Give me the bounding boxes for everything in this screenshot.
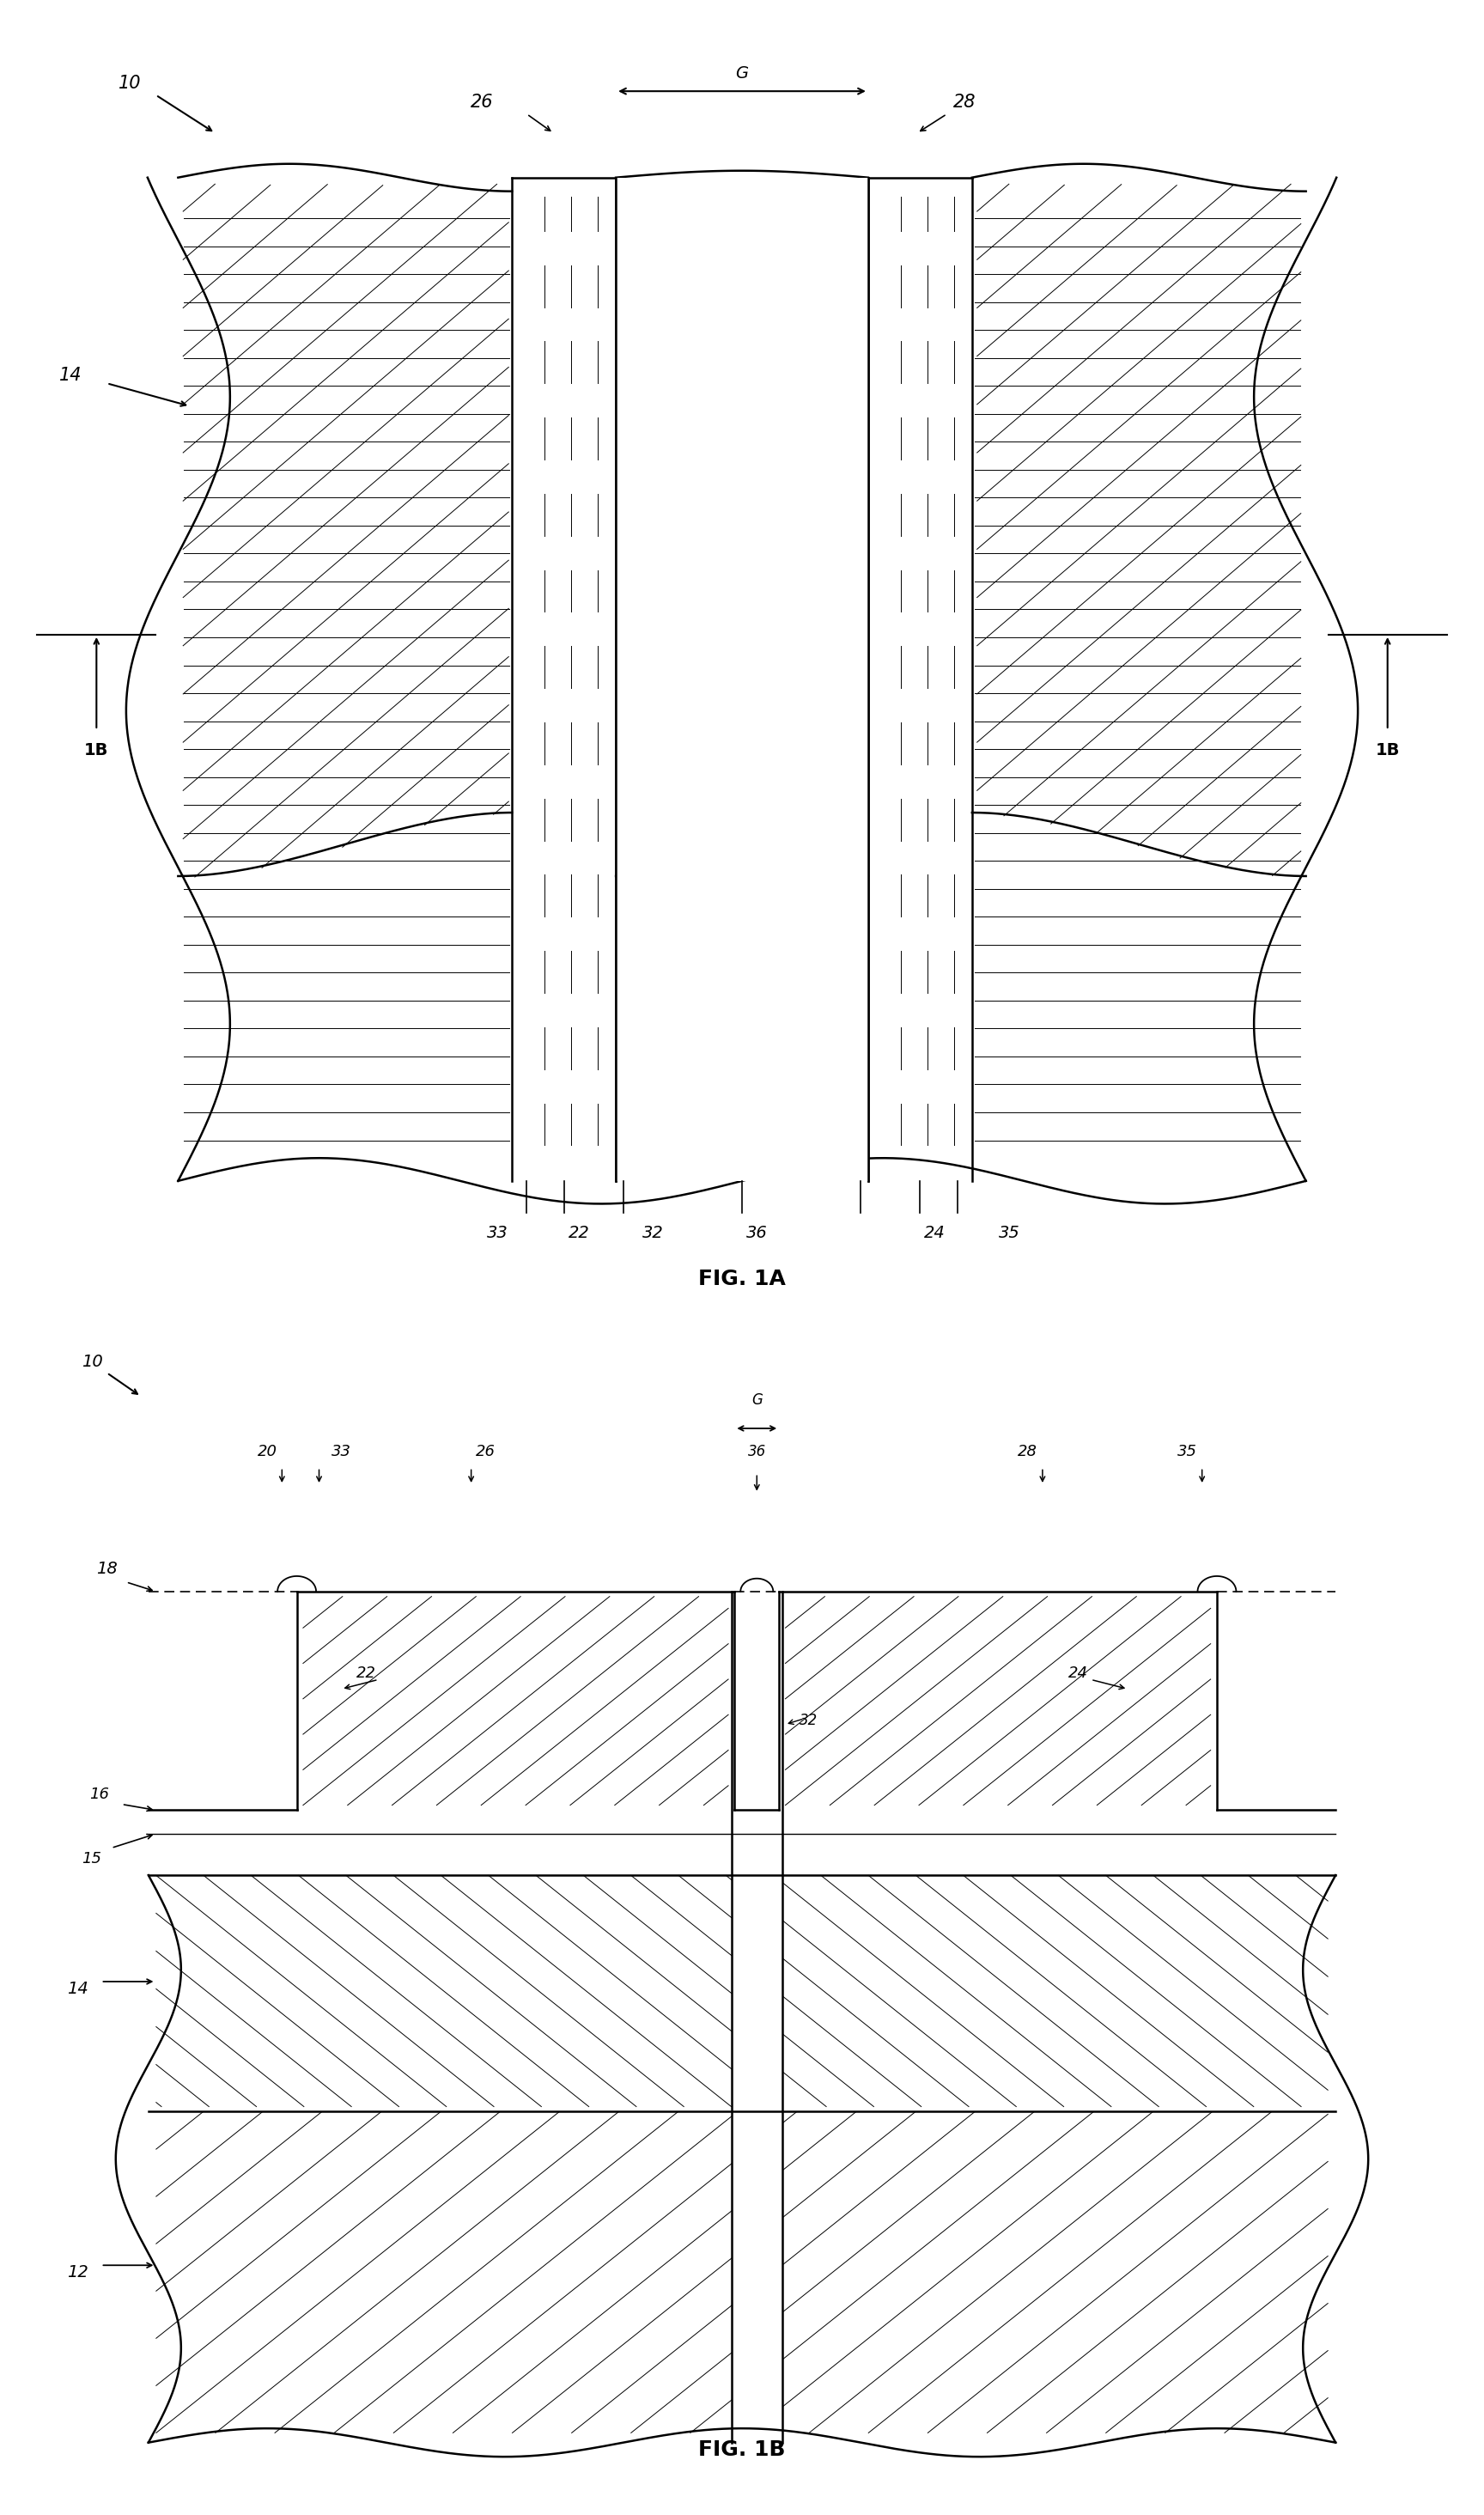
Text: 20: 20 (257, 1444, 278, 1459)
Bar (297, 1592, 735, 1811)
Bar (178, 179, 1306, 1182)
Text: 33: 33 (487, 1225, 508, 1242)
Text: 26: 26 (476, 1444, 496, 1459)
Text: 15: 15 (82, 1851, 101, 1866)
Text: 36: 36 (748, 1444, 766, 1459)
Text: 12: 12 (67, 2264, 88, 2281)
Text: 24: 24 (1068, 1665, 1088, 1680)
Text: 22: 22 (568, 1225, 589, 1242)
Text: 10: 10 (119, 75, 141, 93)
Text: 1B: 1B (85, 742, 108, 760)
Text: G: G (751, 1393, 763, 1408)
Bar (779, 1592, 1217, 1811)
Text: FIG. 1A: FIG. 1A (699, 1268, 785, 1288)
Text: 1B: 1B (1376, 742, 1399, 760)
Text: FIG. 1B: FIG. 1B (699, 2440, 785, 2460)
Bar (616, 179, 868, 1182)
Text: 14: 14 (67, 1979, 88, 1997)
Text: 35: 35 (1177, 1444, 1198, 1459)
Text: 14: 14 (59, 367, 82, 385)
Text: 33: 33 (331, 1444, 352, 1459)
Text: 18: 18 (96, 1562, 117, 1577)
Text: 28: 28 (1018, 1444, 1037, 1459)
Text: 36: 36 (746, 1225, 767, 1242)
Text: 16: 16 (89, 1786, 108, 1801)
Text: G: G (736, 65, 748, 83)
Text: 26: 26 (470, 93, 494, 111)
Text: 28: 28 (953, 93, 976, 111)
Text: 22: 22 (356, 1665, 375, 1680)
Bar (732, 1592, 782, 2442)
Text: 32: 32 (800, 1713, 818, 1728)
Text: 35: 35 (999, 1225, 1020, 1242)
Text: 24: 24 (925, 1225, 945, 1242)
Text: 32: 32 (643, 1225, 663, 1242)
Text: 10: 10 (82, 1353, 102, 1371)
